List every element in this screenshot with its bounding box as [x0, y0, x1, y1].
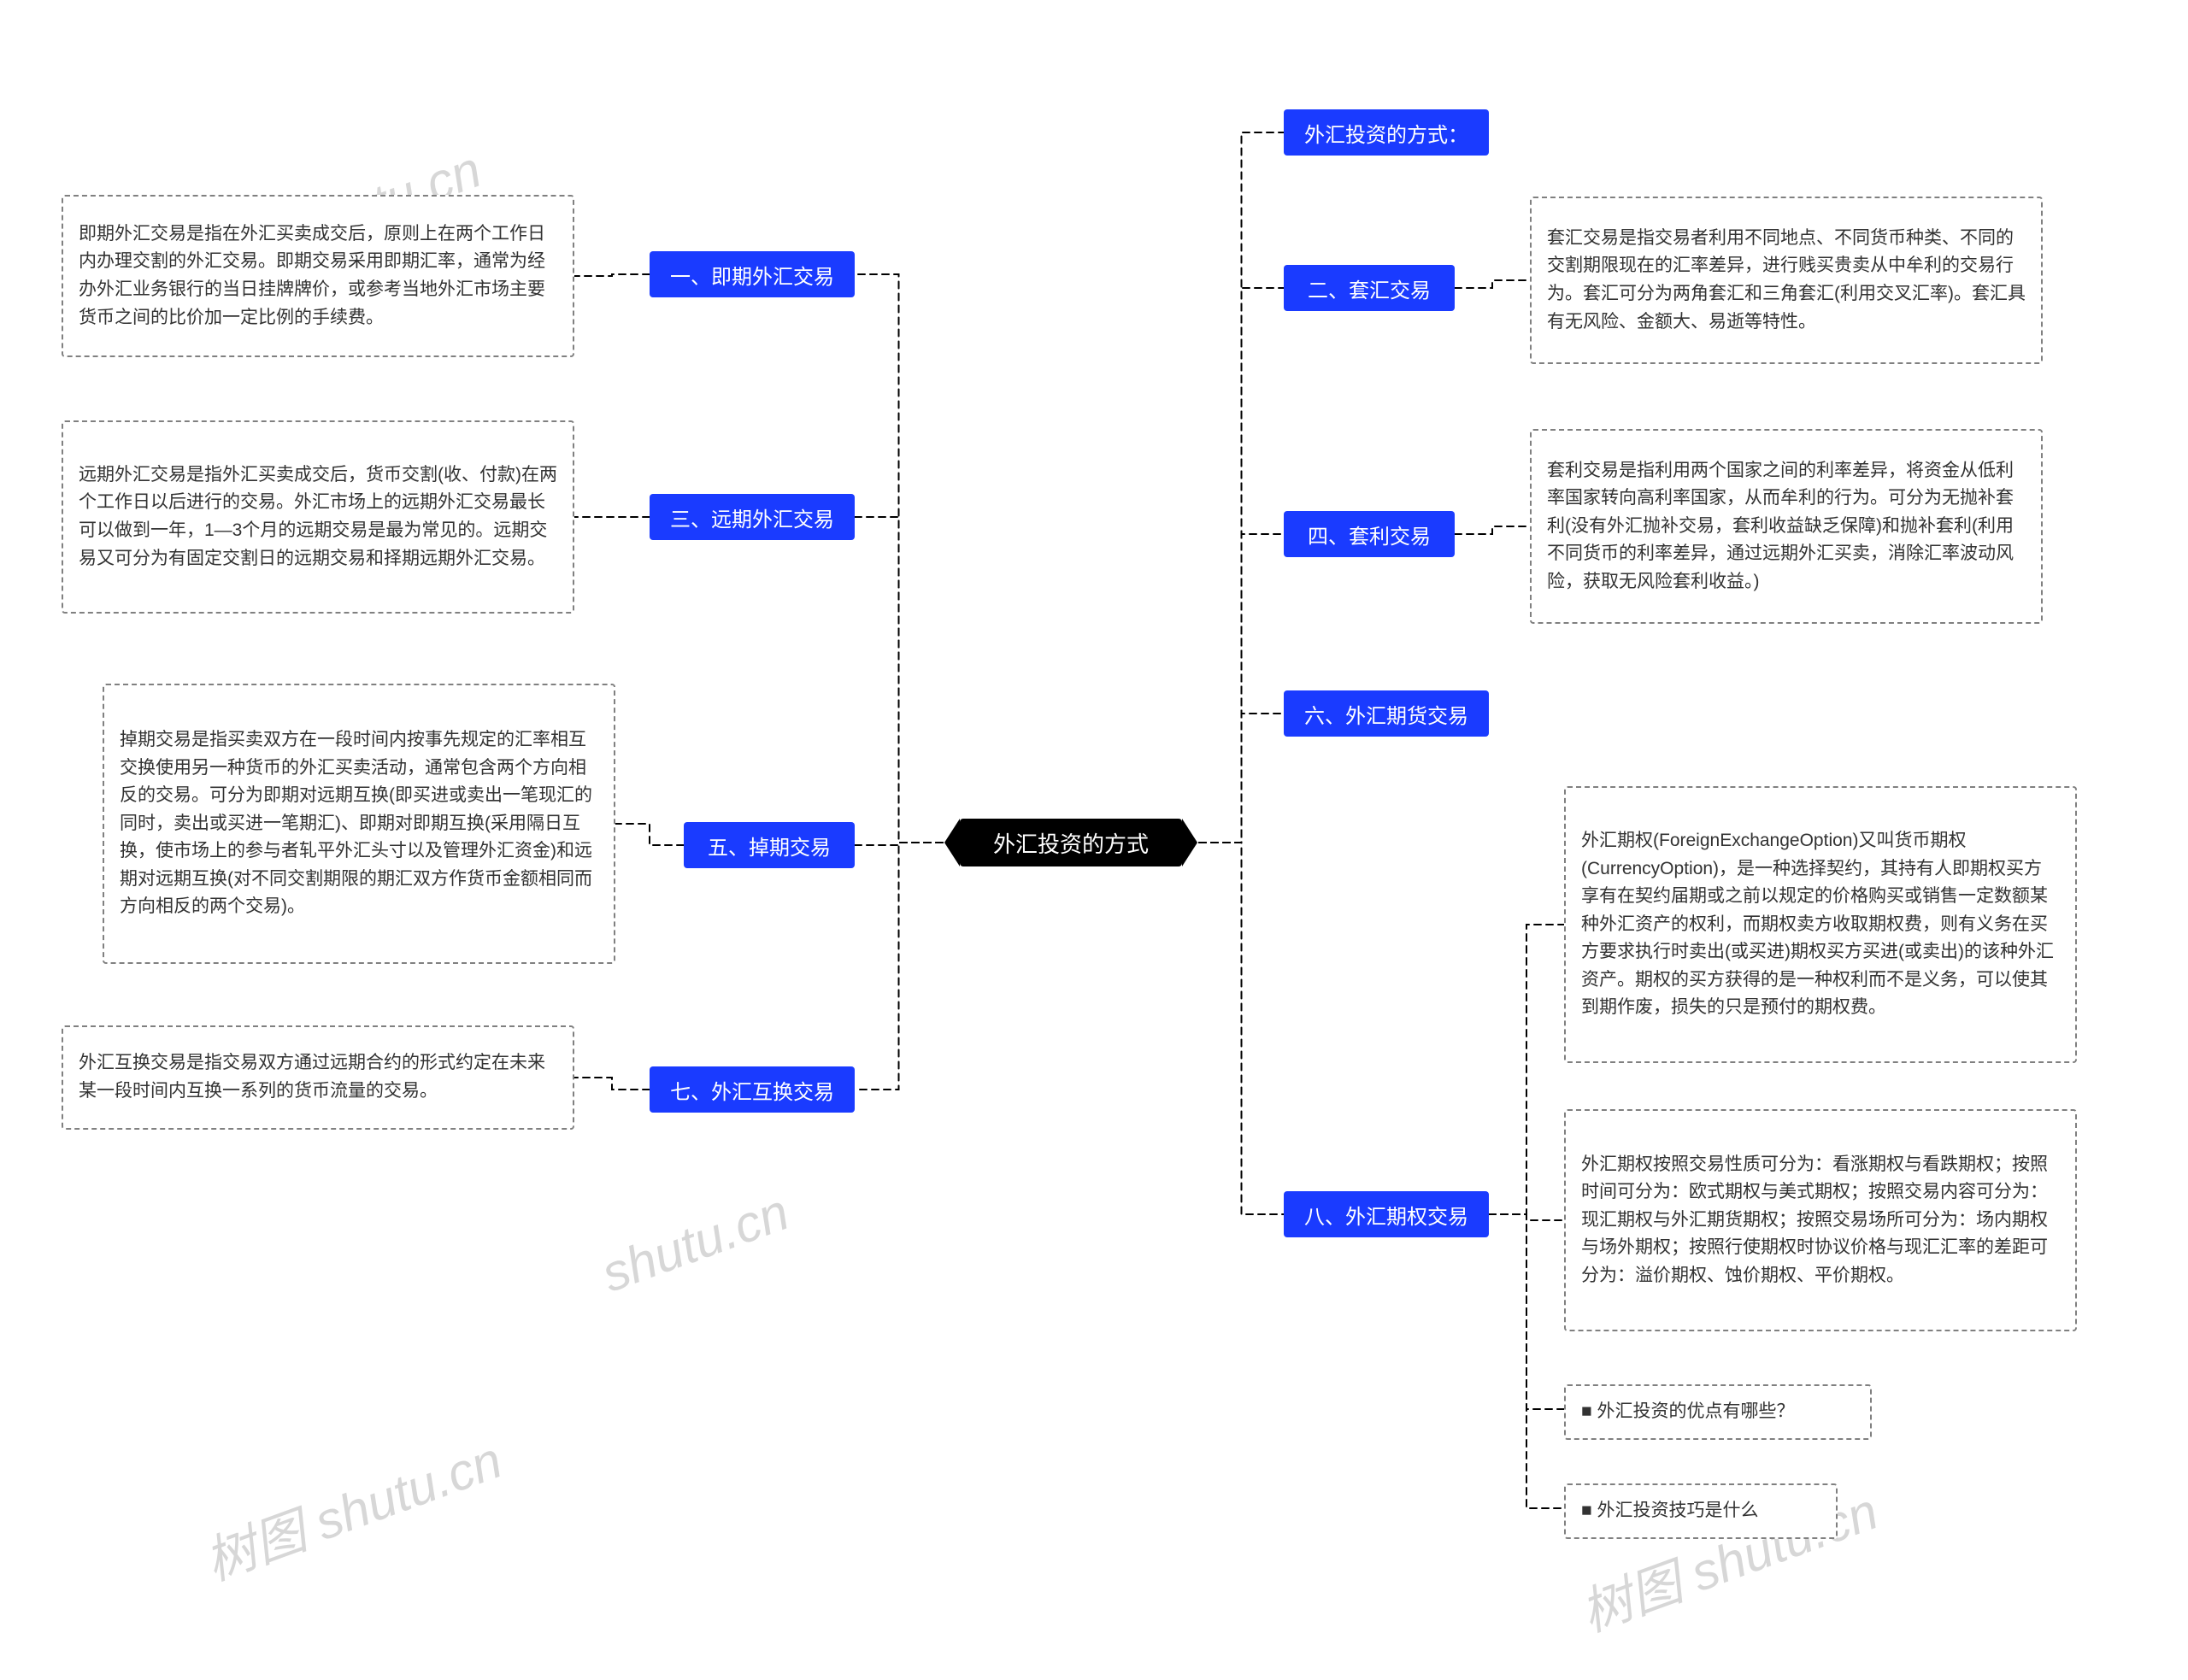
branch-label: 七、外汇互换交易 [670, 1075, 834, 1105]
branch-b0[interactable]: 外汇投资的方式： [1284, 109, 1489, 156]
branch-label: 一、即期外汇交易 [670, 260, 834, 290]
branch-label: 八、外汇期权交易 [1304, 1200, 1468, 1230]
desc-text: ■ 外汇投资的优点有哪些？ [1581, 1398, 1795, 1426]
desc-text: 套汇交易是指交易者利用不同地点、不同货币种类、不同的交割期限现在的汇率差异，进行… [1547, 225, 2026, 336]
desc-text: ■ 外汇投资技巧是什么 [1581, 1497, 1759, 1525]
desc-b8-1: 外汇期权按照交易性质可分为：看涨期权与看跌期权；按照时间可分为：欧式期权与美式期… [1564, 1109, 2077, 1331]
branch-b8[interactable]: 八、外汇期权交易 [1284, 1191, 1489, 1237]
desc-text: 远期外汇交易是指外汇买卖成交后，货币交割(收、付款)在两个工作日以后进行的交易。… [79, 461, 557, 573]
desc-text: 即期外汇交易是指在外汇买卖成交后，原则上在两个工作日内办理交割的外汇交易。即期交… [79, 220, 557, 332]
watermark: 树图 shutu.cn [193, 1419, 510, 1595]
desc-b5: 掉期交易是指买卖双方在一段时间内按事先规定的汇率相互交换使用另一种货币的外汇买卖… [103, 684, 615, 964]
branch-b5[interactable]: 五、掉期交易 [684, 822, 855, 868]
desc-text: 外汇期权按照交易性质可分为：看涨期权与看跌期权；按照时间可分为：欧式期权与美式期… [1581, 1151, 2060, 1290]
desc-text: 掉期交易是指买卖双方在一段时间内按事先规定的汇率相互交换使用另一种货币的外汇买卖… [120, 726, 598, 921]
branch-b1[interactable]: 一、即期外汇交易 [650, 251, 855, 297]
branch-label: 二、套汇交易 [1308, 273, 1431, 303]
branch-label: 三、远期外汇交易 [670, 502, 834, 532]
branch-label: 五、掉期交易 [708, 831, 831, 861]
desc-b3: 远期外汇交易是指外汇买卖成交后，货币交割(收、付款)在两个工作日以后进行的交易。… [62, 420, 574, 614]
branch-b3[interactable]: 三、远期外汇交易 [650, 494, 855, 540]
branch-b2[interactable]: 二、套汇交易 [1284, 265, 1455, 311]
branch-b4[interactable]: 四、套利交易 [1284, 511, 1455, 557]
branch-label: 外汇投资的方式： [1304, 118, 1468, 148]
branch-b7[interactable]: 七、外汇互换交易 [650, 1066, 855, 1113]
desc-b7: 外汇互换交易是指交易双方通过远期合约的形式约定在未来某一段时间内互换一系列的货币… [62, 1025, 574, 1130]
branch-b6[interactable]: 六、外汇期货交易 [1284, 690, 1489, 737]
root-node[interactable]: 外汇投资的方式 [960, 819, 1182, 866]
desc-b4: 套利交易是指利用两个国家之间的利率差异，将资金从低利率国家转向高利率国家，从而牟… [1530, 429, 2043, 624]
desc-b8-0: 外汇期权(ForeignExchangeOption)又叫货币期权(Curren… [1564, 786, 2077, 1063]
branch-label: 四、套利交易 [1308, 520, 1431, 549]
desc-b1: 即期外汇交易是指在外汇买卖成交后，原则上在两个工作日内办理交割的外汇交易。即期交… [62, 195, 574, 357]
desc-text: 外汇互换交易是指交易双方通过远期合约的形式约定在未来某一段时间内互换一系列的货币… [79, 1049, 557, 1105]
branch-label: 六、外汇期货交易 [1304, 699, 1468, 729]
desc-text: 外汇期权(ForeignExchangeOption)又叫货币期权(Curren… [1581, 827, 2060, 1022]
watermark: shutu.cn [594, 1182, 797, 1303]
desc-b8-2: ■ 外汇投资的优点有哪些？ [1564, 1384, 1872, 1440]
desc-b2: 套汇交易是指交易者利用不同地点、不同货币种类、不同的交割期限现在的汇率差异，进行… [1530, 197, 2043, 364]
root-label: 外汇投资的方式 [993, 827, 1149, 859]
desc-text: 套利交易是指利用两个国家之间的利率差异，将资金从低利率国家转向高利率国家，从而牟… [1547, 457, 2026, 596]
desc-b8-3: ■ 外汇投资技巧是什么 [1564, 1483, 1838, 1539]
